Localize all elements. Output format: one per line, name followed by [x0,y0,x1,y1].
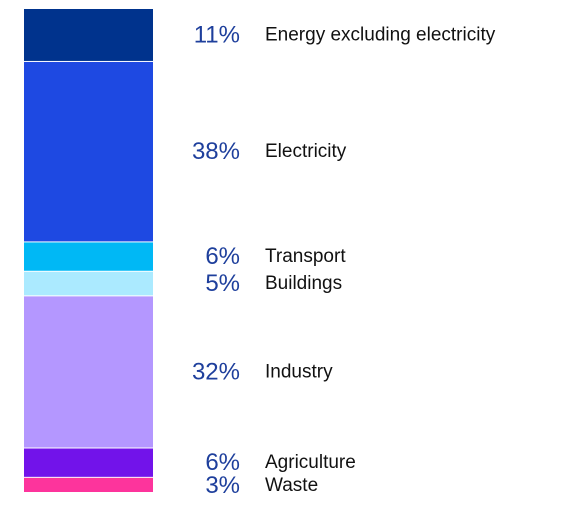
bar-segment-industry [24,296,153,448]
category-label-energy-excluding-electricity: Energy excluding electricity [265,24,496,45]
value-label-agriculture: 6% [205,449,240,476]
value-label-industry: 32% [192,358,240,385]
category-label-buildings: Buildings [265,273,342,294]
category-label-electricity: Electricity [265,141,347,162]
bar-segment-energy-excluding-electricity [24,9,153,61]
value-label-energy-excluding-electricity: 11% [194,21,240,48]
category-label-transport: Transport [265,246,346,267]
category-label-industry: Industry [265,361,333,382]
bar-segment-electricity [24,61,153,242]
value-label-transport: 6% [205,243,240,270]
bar-segment-buildings [24,271,153,296]
category-label-agriculture: Agriculture [265,452,356,473]
value-label-waste: 3% [205,472,240,499]
bar-segment-agriculture [24,448,153,477]
bar-segment-transport [24,242,153,271]
value-label-electricity: 38% [192,138,240,165]
bar-segment-waste [24,477,153,492]
category-label-waste: Waste [265,475,318,496]
value-label-buildings: 5% [205,270,240,297]
